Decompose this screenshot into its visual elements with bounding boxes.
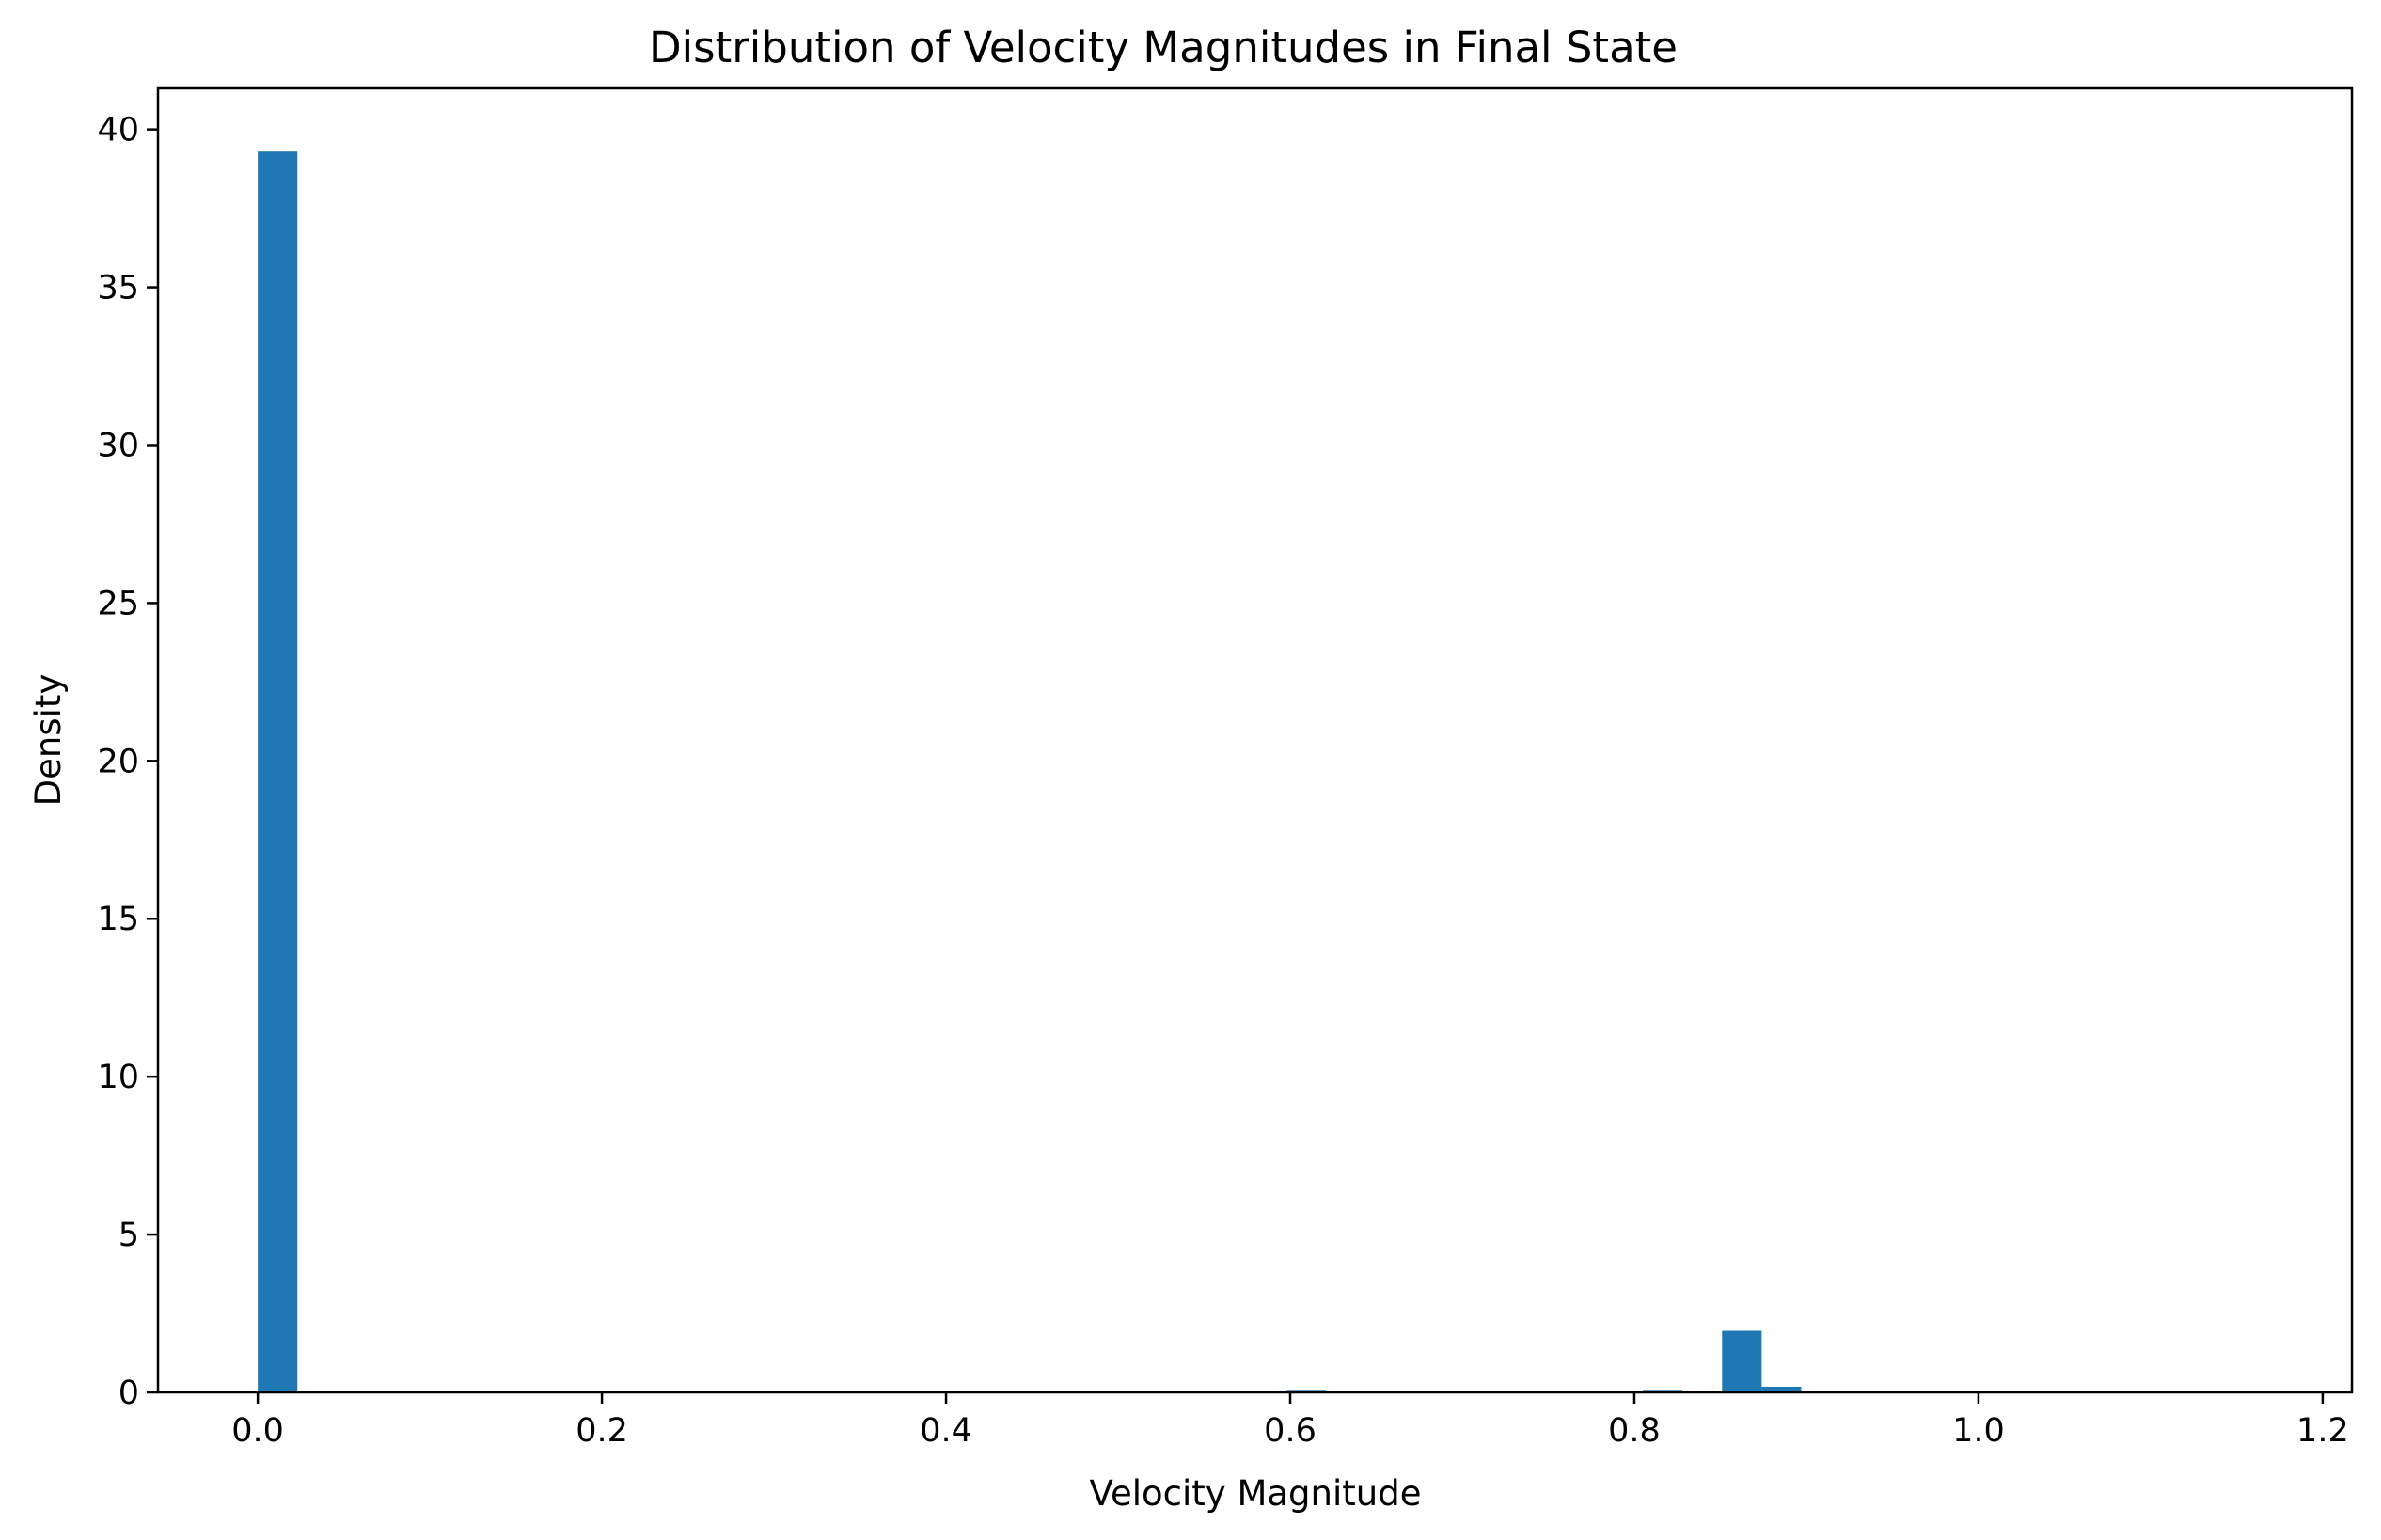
y-tick-label: 5 [118,1217,139,1254]
plot-area-frame [156,86,2354,1394]
y-tick-label: 25 [97,585,139,622]
x-axis-ticks: 0.0 0.2 0.4 0.6 0.8 1.0 1.2 [231,1392,2349,1450]
x-tick-label: 0.8 [1608,1412,1661,1450]
y-axis-label: Density [28,674,69,807]
x-tick-label: 1.2 [2296,1412,2349,1450]
y-tick-label: 15 [97,901,139,938]
x-tick-label: 0.0 [231,1412,284,1450]
histogram-bar [1643,1390,1683,1392]
chart-title: Distribution of Velocity Magnitudes in F… [649,23,1678,72]
histogram-bar [1286,1390,1327,1392]
x-tick-label: 0.4 [920,1412,972,1450]
y-tick-label: 35 [97,270,139,307]
x-axis-label: Velocity Magnitude [1090,1473,1422,1514]
y-tick-label: 0 [118,1375,139,1412]
y-tick-label: 10 [97,1059,139,1096]
x-tick-label: 0.6 [1264,1412,1317,1450]
y-tick-label: 30 [97,427,139,464]
histogram-bar [1761,1386,1802,1392]
histogram-bars [258,151,1802,1392]
y-tick-label: 40 [97,112,139,149]
histogram-bar [1722,1330,1762,1392]
y-axis-ticks: 0 5 10 15 20 25 30 35 40 [97,112,158,1412]
y-tick-label: 20 [97,743,139,780]
x-tick-label: 0.2 [576,1412,628,1450]
histogram-bar [258,151,298,1392]
x-tick-label: 1.0 [1952,1412,2005,1450]
